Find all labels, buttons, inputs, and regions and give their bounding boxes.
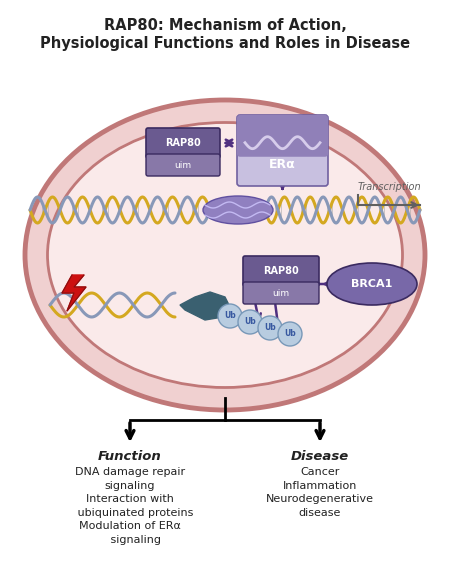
Text: Physiological Functions and Roles in Disease: Physiological Functions and Roles in Dis… xyxy=(40,36,410,51)
Text: Cancer
Inflammation
Neurodegenerative
disease: Cancer Inflammation Neurodegenerative di… xyxy=(266,467,374,518)
Text: Function: Function xyxy=(98,450,162,463)
FancyBboxPatch shape xyxy=(146,128,220,158)
Ellipse shape xyxy=(25,100,425,410)
Text: Ub: Ub xyxy=(264,324,276,333)
FancyBboxPatch shape xyxy=(237,115,328,186)
Text: BRCA1: BRCA1 xyxy=(351,279,393,289)
Text: Ub: Ub xyxy=(284,329,296,338)
Text: Disease: Disease xyxy=(291,450,349,463)
Text: Transcription: Transcription xyxy=(358,182,422,192)
Text: RAP80: RAP80 xyxy=(165,138,201,148)
Ellipse shape xyxy=(203,196,273,224)
FancyBboxPatch shape xyxy=(237,115,328,157)
FancyBboxPatch shape xyxy=(243,256,319,286)
Circle shape xyxy=(278,322,302,346)
FancyBboxPatch shape xyxy=(146,154,220,176)
Polygon shape xyxy=(180,292,230,320)
Text: Ub: Ub xyxy=(224,311,236,320)
Ellipse shape xyxy=(48,122,402,387)
Text: uim: uim xyxy=(175,161,192,170)
Text: uim: uim xyxy=(272,289,289,297)
Circle shape xyxy=(218,304,242,328)
Text: ERα: ERα xyxy=(269,158,296,171)
Ellipse shape xyxy=(327,263,417,305)
Polygon shape xyxy=(62,275,86,311)
FancyBboxPatch shape xyxy=(243,282,319,304)
Text: RAP80: Mechanism of Action,: RAP80: Mechanism of Action, xyxy=(104,18,346,33)
Circle shape xyxy=(238,310,262,334)
Circle shape xyxy=(258,316,282,340)
Text: Ub: Ub xyxy=(244,318,256,327)
Text: RAP80: RAP80 xyxy=(263,266,299,276)
Text: DNA damage repair
signaling
Interaction with
   ubiquinated proteins
Modulation : DNA damage repair signaling Interaction … xyxy=(67,467,193,545)
